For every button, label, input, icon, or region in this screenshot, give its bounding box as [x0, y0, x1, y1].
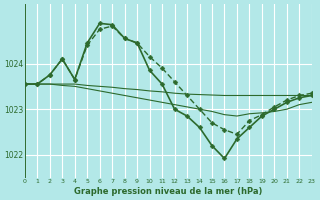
- X-axis label: Graphe pression niveau de la mer (hPa): Graphe pression niveau de la mer (hPa): [74, 187, 262, 196]
